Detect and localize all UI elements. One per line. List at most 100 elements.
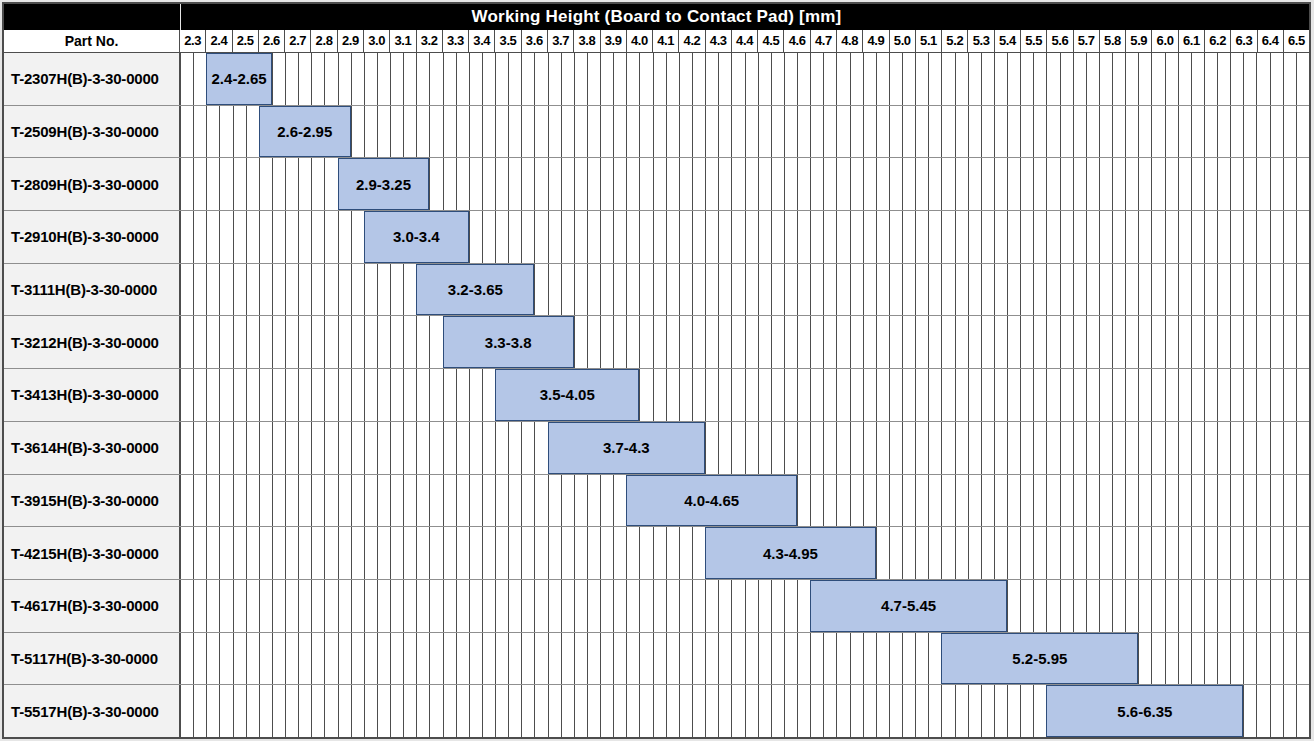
part-row: T-2809H(B)-3-30-0000 2.9-3.25: [4, 158, 1309, 211]
part-row: T-3413H(B)-3-30-0000 3.5-4.05: [4, 369, 1309, 422]
axis-tick-label: 4.2: [678, 30, 704, 52]
chart-title-bar: Working Height (Board to Contact Pad) [m…: [4, 4, 1309, 30]
working-height-range-bar: 2.6-2.95: [259, 106, 351, 158]
axis-tick-label: 4.9: [862, 30, 888, 52]
working-height-range-bar: 3.0-3.4: [364, 211, 469, 263]
row-grid-area: 5.6-6.35: [180, 685, 1309, 737]
part-no-column-header: Part No.: [4, 30, 180, 52]
part-no-cell: T-4215H(B)-3-30-0000: [4, 527, 180, 579]
working-height-range-bar: 3.5-4.05: [495, 369, 639, 421]
part-no-cell: T-2910H(B)-3-30-0000: [4, 211, 180, 263]
row-grid-area: 2.9-3.25: [180, 158, 1309, 210]
part-no-cell: T-3413H(B)-3-30-0000: [4, 369, 180, 421]
part-row: T-2509H(B)-3-30-0000 2.6-2.95: [4, 106, 1309, 159]
working-height-range-bar: 5.2-5.95: [941, 633, 1138, 685]
row-grid-area: 3.7-4.3: [180, 422, 1309, 474]
axis-tick-label: 4.7: [810, 30, 836, 52]
axis-tick-label: 4.5: [757, 30, 783, 52]
part-no-cell: T-3111H(B)-3-30-0000: [4, 264, 180, 316]
row-grid-area: 4.0-4.65: [180, 475, 1309, 527]
row-grid-area: 2.4-2.65: [180, 53, 1309, 105]
part-no-cell: T-3212H(B)-3-30-0000: [4, 316, 180, 368]
part-row: T-3614H(B)-3-30-0000 3.7-4.3: [4, 422, 1309, 475]
axis-tick-label: 2.7: [284, 30, 310, 52]
axis-tick-label: 3.4: [468, 30, 494, 52]
part-no-cell: T-5117H(B)-3-30-0000: [4, 633, 180, 685]
axis-tick-label: 6.2: [1204, 30, 1230, 52]
axis-tick-label: 6.1: [1178, 30, 1204, 52]
part-row: T-3915H(B)-3-30-0000 4.0-4.65: [4, 475, 1309, 528]
part-row: T-3111H(B)-3-30-0000 3.2-3.65: [4, 264, 1309, 317]
axis-header-row: Part No. 2.32.42.52.62.72.82.93.03.13.23…: [4, 30, 1309, 53]
axis-tick-label: 4.4: [731, 30, 757, 52]
working-height-range-bar: 4.0-4.65: [626, 475, 797, 527]
working-height-table: Working Height (Board to Contact Pad) [m…: [2, 2, 1311, 739]
row-grid-area: 4.7-5.45: [180, 580, 1309, 632]
working-height-range-bar: 2.9-3.25: [338, 158, 430, 210]
chart-rows: T-2307H(B)-3-30-0000 2.4-2.65 T-2509H(B)…: [4, 53, 1309, 737]
axis-tick-label: 2.4: [205, 30, 231, 52]
axis-tick-label: 3.7: [547, 30, 573, 52]
axis-tick-label: 6.5: [1283, 30, 1309, 52]
axis-tick-label: 3.3: [442, 30, 468, 52]
row-grid-area: 3.2-3.65: [180, 264, 1309, 316]
part-no-cell: T-5517H(B)-3-30-0000: [4, 685, 180, 737]
axis-tick-label: 3.9: [600, 30, 626, 52]
axis-tick-label: 4.6: [783, 30, 809, 52]
row-grid-area: 3.3-3.8: [180, 316, 1309, 368]
working-height-chart-page: Working Height (Board to Contact Pad) [m…: [0, 0, 1314, 741]
part-no-cell: T-3915H(B)-3-30-0000: [4, 475, 180, 527]
axis-tick-label: 2.8: [310, 30, 336, 52]
part-row: T-2307H(B)-3-30-0000 2.4-2.65: [4, 53, 1309, 106]
part-no-cell: T-4617H(B)-3-30-0000: [4, 580, 180, 632]
axis-tick-label: 6.4: [1257, 30, 1283, 52]
axis-tick-label: 4.8: [836, 30, 862, 52]
working-height-range-bar: 3.2-3.65: [416, 264, 534, 316]
part-no-cell: T-2809H(B)-3-30-0000: [4, 158, 180, 210]
axis-tick-label: 5.4: [994, 30, 1020, 52]
axis-tick-label: 6.3: [1230, 30, 1256, 52]
working-height-range-bar: 2.4-2.65: [206, 53, 272, 105]
working-height-range-bar: 5.6-6.35: [1046, 685, 1243, 737]
axis-tick-label: 3.0: [363, 30, 389, 52]
axis-tick-label: 3.2: [416, 30, 442, 52]
working-height-range-bar: 3.7-4.3: [548, 422, 706, 474]
axis-tick-label: 5.9: [1125, 30, 1151, 52]
axis-tick-label: 5.6: [1046, 30, 1072, 52]
axis-tick-label: 6.0: [1151, 30, 1177, 52]
part-row: T-5517H(B)-3-30-0000 5.6-6.35: [4, 685, 1309, 737]
part-no-cell: T-2509H(B)-3-30-0000: [4, 106, 180, 158]
part-row: T-3212H(B)-3-30-0000 3.3-3.8: [4, 316, 1309, 369]
row-grid-area: 2.6-2.95: [180, 106, 1309, 158]
axis-tick-label: 5.5: [1020, 30, 1046, 52]
axis-tick-label: 4.3: [705, 30, 731, 52]
part-no-cell: T-3614H(B)-3-30-0000: [4, 422, 180, 474]
title-bar-column-divider: [180, 4, 181, 30]
chart-title: Working Height (Board to Contact Pad) [m…: [472, 7, 842, 27]
row-grid-area: 3.0-3.4: [180, 211, 1309, 263]
working-height-range-bar: 4.3-4.95: [705, 527, 876, 579]
axis-tick-label: 5.7: [1073, 30, 1099, 52]
working-height-range-bar: 4.7-5.45: [810, 580, 1007, 632]
axis-tick-label: 4.0: [626, 30, 652, 52]
row-grid-area: 3.5-4.05: [180, 369, 1309, 421]
axis-tick-label: 4.1: [652, 30, 678, 52]
axis-tick-label: 2.9: [337, 30, 363, 52]
row-grid-area: 5.2-5.95: [180, 633, 1309, 685]
axis-tick-label: 3.6: [521, 30, 547, 52]
axis-tick-label: 2.5: [232, 30, 258, 52]
axis-tick-label: 5.0: [889, 30, 915, 52]
part-row: T-4617H(B)-3-30-0000 4.7-5.45: [4, 580, 1309, 633]
part-row: T-4215H(B)-3-30-0000 4.3-4.95: [4, 527, 1309, 580]
axis-tick-label: 3.1: [389, 30, 415, 52]
axis-tick-label: 3.8: [573, 30, 599, 52]
part-row: T-5117H(B)-3-30-0000 5.2-5.95: [4, 633, 1309, 686]
axis-tick-row: 2.32.42.52.62.72.82.93.03.13.23.33.43.53…: [180, 30, 1309, 52]
axis-tick-label: 2.6: [258, 30, 284, 52]
axis-tick-label: 3.5: [494, 30, 520, 52]
axis-tick-label: 5.8: [1099, 30, 1125, 52]
axis-tick-label: 5.2: [941, 30, 967, 52]
part-row: T-2910H(B)-3-30-0000 3.0-3.4: [4, 211, 1309, 264]
axis-tick-label: 5.3: [967, 30, 993, 52]
axis-tick-label: 2.3: [180, 30, 205, 52]
